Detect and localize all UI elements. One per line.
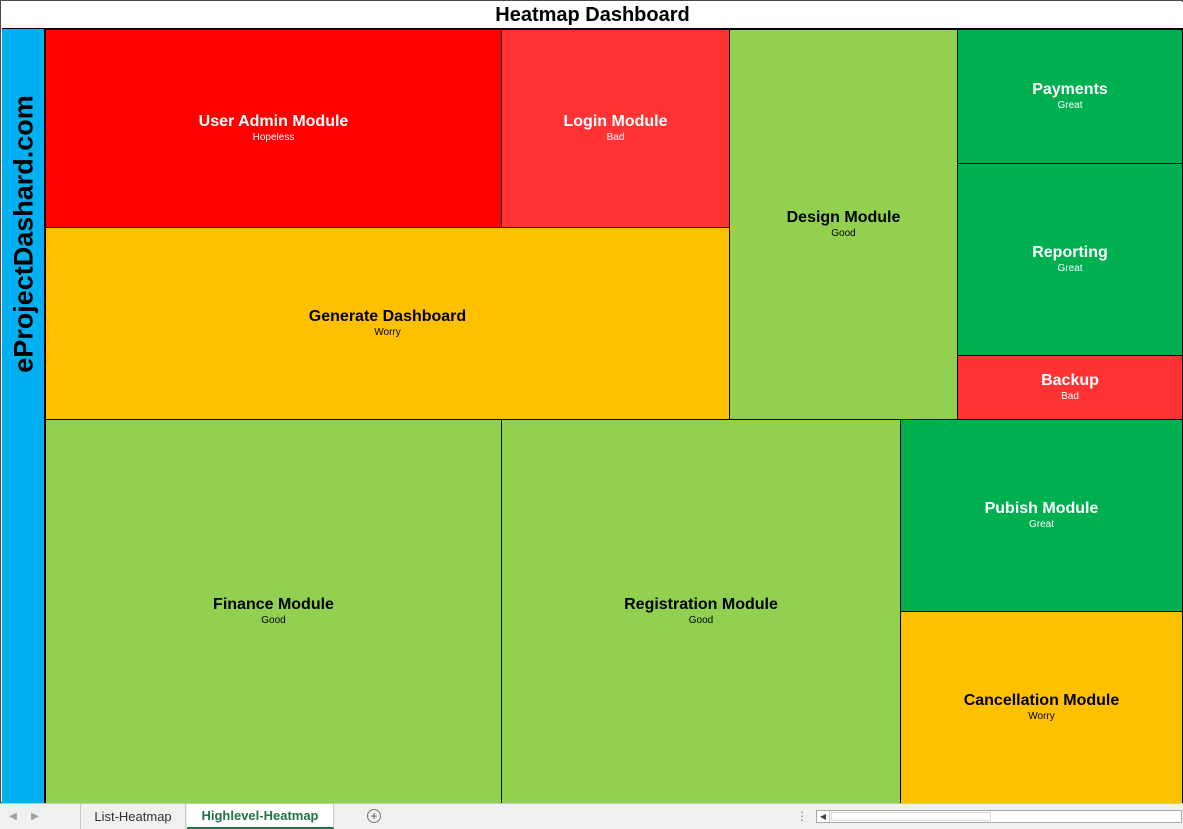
tile-status: Great bbox=[1057, 263, 1083, 274]
tile-name: Registration Module bbox=[624, 596, 778, 613]
dashboard-title: Heatmap Dashboard bbox=[2, 2, 1183, 29]
dashboard-frame: Heatmap Dashboard eProjectDashard.com Us… bbox=[0, 0, 1183, 804]
tile-status: Worry bbox=[374, 327, 401, 338]
tile-backup[interactable]: Backup Bad bbox=[957, 355, 1183, 420]
sheet-tab-label: Highlevel-Heatmap bbox=[201, 808, 319, 823]
plus-circle-icon[interactable]: + bbox=[367, 809, 381, 823]
tile-status: Good bbox=[688, 615, 714, 626]
tile-name: Login Module bbox=[563, 113, 668, 130]
sheet-tab-bar: ◀ ▶ List-Heatmap Highlevel-Heatmap + ⋮ ◀ bbox=[0, 803, 1183, 829]
scrollbar-thumb[interactable] bbox=[831, 812, 991, 821]
scroll-tabs-right-icon[interactable]: ▶ bbox=[31, 810, 39, 822]
sheet-tab-highlevel-heatmap[interactable]: Highlevel-Heatmap bbox=[187, 804, 334, 829]
tile-status: Bad bbox=[1061, 391, 1079, 402]
tile-status: Great bbox=[1057, 100, 1083, 111]
brand-text: eProjectDashard.com bbox=[8, 95, 39, 373]
tile-finance-module[interactable]: Finance Module Good bbox=[45, 419, 502, 804]
sheet-tab-list-heatmap[interactable]: List-Heatmap bbox=[80, 804, 186, 829]
tile-status: Worry bbox=[1028, 711, 1055, 722]
tile-name: Finance Module bbox=[213, 596, 334, 613]
tile-name: User Admin Module bbox=[198, 113, 349, 130]
tile-registration-module[interactable]: Registration Module Good bbox=[501, 419, 901, 804]
tile-payments[interactable]: Payments Great bbox=[957, 29, 1183, 164]
tile-name: Backup bbox=[1041, 372, 1099, 389]
tile-pubish-module[interactable]: Pubish Module Great bbox=[900, 419, 1183, 612]
tile-cancellation-module[interactable]: Cancellation Module Worry bbox=[900, 611, 1183, 804]
tile-status: Great bbox=[1028, 519, 1054, 530]
scroll-left-icon[interactable]: ◀ bbox=[817, 811, 830, 822]
tile-name: Generate Dashboard bbox=[308, 308, 467, 325]
tile-design-module[interactable]: Design Module Good bbox=[729, 29, 958, 420]
tile-login-module[interactable]: Login Module Bad bbox=[501, 29, 730, 228]
tile-name: Cancellation Module bbox=[963, 692, 1120, 709]
tile-status: Good bbox=[831, 228, 856, 239]
tile-reporting[interactable]: Reporting Great bbox=[957, 163, 1183, 356]
tile-name: Payments bbox=[1032, 81, 1108, 98]
brand-sidebar: eProjectDashard.com bbox=[2, 29, 45, 804]
tile-name: Design Module bbox=[786, 209, 901, 226]
tile-status: Hopeless bbox=[252, 132, 295, 143]
tile-name: Pubish Module bbox=[984, 500, 1099, 517]
tile-name: Reporting bbox=[1032, 244, 1108, 261]
splitter-handle-icon[interactable]: ⋮ bbox=[796, 809, 808, 823]
horizontal-scrollbar[interactable]: ◀ bbox=[816, 810, 1182, 823]
scroll-tabs-left-icon[interactable]: ◀ bbox=[9, 810, 17, 822]
tile-status: Bad bbox=[606, 132, 625, 143]
tile-generate-dashboard[interactable]: Generate Dashboard Worry bbox=[45, 227, 730, 420]
tile-user-admin-module[interactable]: User Admin Module Hopeless bbox=[45, 29, 502, 228]
tile-status: Good bbox=[261, 615, 286, 626]
sheet-tab-label: List-Heatmap bbox=[94, 809, 172, 824]
